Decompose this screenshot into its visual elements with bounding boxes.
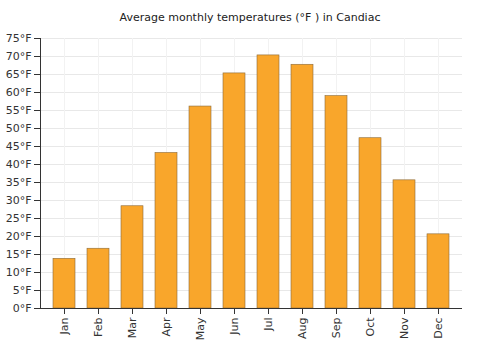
svg-text:Nov: Nov xyxy=(398,317,411,339)
svg-text:Apr: Apr xyxy=(160,317,173,337)
html-text:Average monthly temperatures (: Average monthly temperatures (°F ) in Ca… xyxy=(119,11,381,24)
svg-text:Jan: Jan xyxy=(58,317,71,335)
svg-text:50°F: 50°F xyxy=(6,122,32,135)
svg-text:40°F: 40°F xyxy=(6,158,32,171)
svg-text:20°F: 20°F xyxy=(6,230,32,243)
svg-text:Oct: Oct xyxy=(364,317,377,337)
svg-text:May: May xyxy=(194,317,207,340)
svg-text:55°F: 55°F xyxy=(6,104,32,117)
svg-text:65°F: 65°F xyxy=(6,68,32,81)
svg-text:Mar: Mar xyxy=(126,317,139,338)
svg-text:15°F: 15°F xyxy=(6,248,32,261)
svg-text:5°F: 5°F xyxy=(13,284,32,297)
svg-text:Dec: Dec xyxy=(432,318,445,339)
svg-text:35°F: 35°F xyxy=(6,176,32,189)
svg-text:0°F: 0°F xyxy=(13,302,32,315)
svg-text:25°F: 25°F xyxy=(6,212,32,225)
svg-text:Aug: Aug xyxy=(296,318,309,339)
svg-text:30°F: 30°F xyxy=(6,194,32,207)
svg-text:75°F: 75°F xyxy=(6,32,32,45)
svg-text:Jun: Jun xyxy=(228,317,241,335)
svg-text:Sep: Sep xyxy=(330,317,343,338)
svg-text:Feb: Feb xyxy=(92,317,105,336)
svg-text:60°F: 60°F xyxy=(6,86,32,99)
svg-text:10°F: 10°F xyxy=(6,266,32,279)
svg-text:45°F: 45°F xyxy=(6,140,32,153)
svg-text:70°F: 70°F xyxy=(6,50,32,63)
svg-text:Jul: Jul xyxy=(262,318,275,332)
